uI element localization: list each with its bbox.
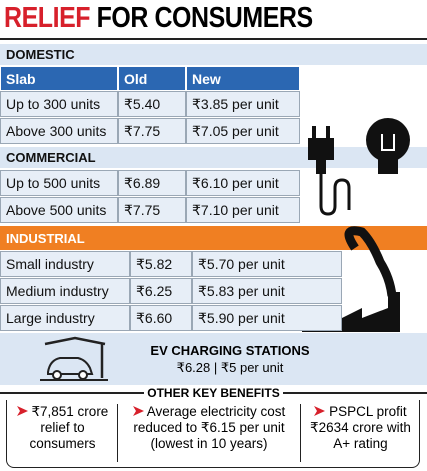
table-cell: ₹7.10 per unit <box>186 197 300 223</box>
table-cell: Above 300 units <box>0 118 118 144</box>
table-cell: ₹7.75 <box>118 197 186 223</box>
benefit: ₹7,851 crore relief to consumers <box>10 404 115 452</box>
benefit: PSPCL profit ₹2634 crore with A+ rating <box>303 404 418 452</box>
divider <box>300 404 301 462</box>
table-cell: ₹7.05 per unit <box>186 118 300 144</box>
ev-rates: ₹6.28 | ₹5 per unit <box>176 360 284 375</box>
table-cell: ₹5.70 per unit <box>192 251 342 277</box>
benefits-title: OTHER KEY BENEFITS <box>0 386 427 400</box>
table-cell: Up to 300 units <box>0 91 118 117</box>
header-cell: Slab <box>0 66 118 91</box>
arrow <box>16 406 28 416</box>
table-cell: Large industry <box>0 305 130 331</box>
arrow <box>314 406 326 416</box>
table-cell: ₹7.75 <box>118 118 186 144</box>
ev-icon <box>40 336 108 381</box>
title: RELIEF FOR CONSUMERS <box>4 2 313 35</box>
divider <box>117 404 118 462</box>
table-cell: ₹3.85 per unit <box>186 91 300 117</box>
section-label: DOMESTIC <box>0 44 427 65</box>
table-cell: Medium industry <box>0 278 130 304</box>
table-cell: ₹6.25 <box>130 278 192 304</box>
table-cell: ₹5.82 <box>130 251 192 277</box>
benefits-frame <box>6 400 420 468</box>
table-cell: Small industry <box>0 251 130 277</box>
table-cell: ₹5.90 per unit <box>192 305 342 331</box>
table-cell: ₹6.60 <box>130 305 192 331</box>
plug-bulb-icon <box>308 118 410 216</box>
benefit-text: PSPCL profit ₹2634 crore with A+ rating <box>310 404 411 451</box>
arrow <box>132 406 144 416</box>
header-cell: Old <box>118 66 186 91</box>
table-cell: ₹5.40 <box>118 91 186 117</box>
table-cell: ₹6.10 per unit <box>186 170 300 196</box>
table-cell: Up to 500 units <box>0 170 118 196</box>
ev-label: EV CHARGING STATIONS <box>150 343 310 358</box>
rule <box>0 38 427 40</box>
table-cell: Above 500 units <box>0 197 118 223</box>
table-cell: ₹5.83 per unit <box>192 278 342 304</box>
benefit: Average electricity cost reduced to ₹6.1… <box>120 404 298 452</box>
benefit-text: ₹7,851 crore relief to consumers <box>29 404 109 451</box>
title-rest: FOR CONSUMERS <box>96 2 314 34</box>
table-cell: ₹6.89 <box>118 170 186 196</box>
benefits-title-text: OTHER KEY BENEFITS <box>144 386 283 400</box>
header-cell: New <box>186 66 300 91</box>
benefit-text: Average electricity cost reduced to ₹6.1… <box>133 404 286 451</box>
title-highlight: RELIEF <box>4 2 91 34</box>
